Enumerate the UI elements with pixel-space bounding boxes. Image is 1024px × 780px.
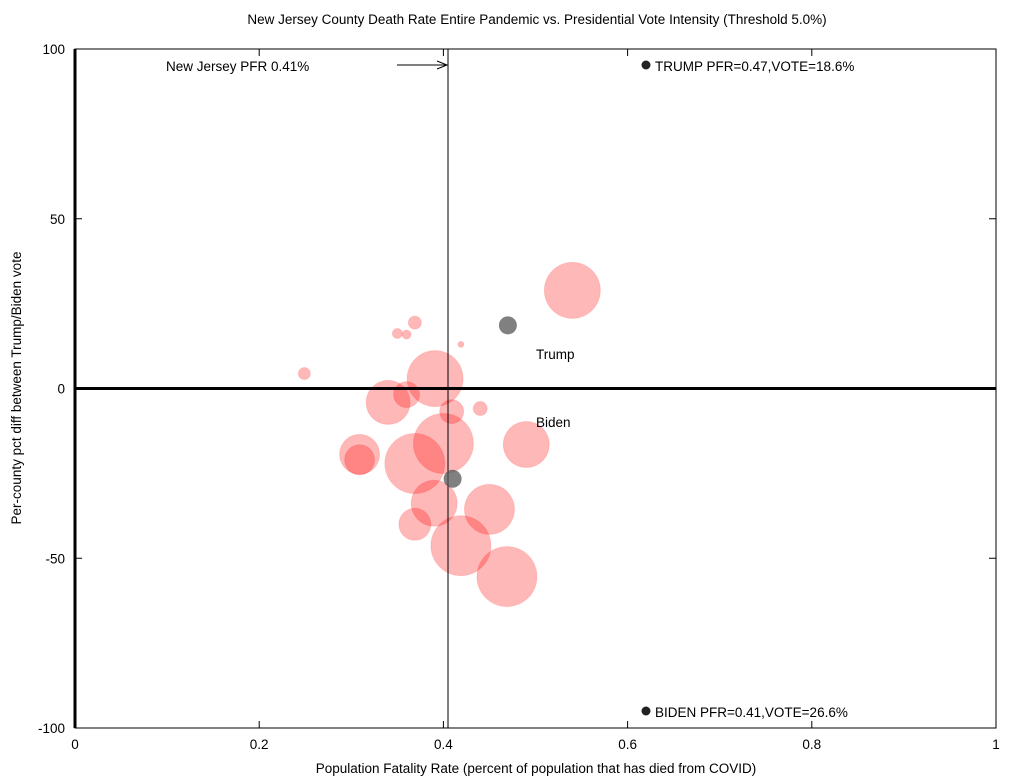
county-bubble <box>439 399 465 425</box>
county-bubble <box>391 328 403 340</box>
x-tick-label: 0.4 <box>434 737 453 752</box>
y-tick-label: 100 <box>42 42 65 57</box>
county-bubble <box>407 315 422 330</box>
candidate-layer <box>443 316 517 488</box>
county-bubble <box>457 340 465 348</box>
county-bubble <box>502 421 550 469</box>
x-ticks: 0 0.2 0.4 0.6 0.8 1 <box>71 49 1000 752</box>
x-tick-label: 0.8 <box>802 737 821 752</box>
y-tick-label: -50 <box>45 551 65 566</box>
county-bubble <box>365 379 411 425</box>
county-bubble <box>398 507 432 541</box>
bubble-layer <box>297 261 601 608</box>
state-pfr-annotation: New Jersey PFR 0.41% <box>166 59 309 74</box>
y-tick-label: 0 <box>57 382 65 397</box>
county-bubble <box>472 401 488 417</box>
x-axis-label: Population Fatality Rate (percent of pop… <box>316 761 756 776</box>
county-bubble <box>412 412 474 474</box>
arrow-head <box>436 60 449 70</box>
state-pfr-arrow <box>397 60 449 70</box>
county-bubble <box>430 515 492 577</box>
county-bubble <box>401 329 412 340</box>
county-bubble <box>406 350 464 408</box>
biden-key-label: BIDEN PFR=0.41,VOTE=26.6% <box>655 705 848 720</box>
trump-point-label: Trump <box>536 347 575 362</box>
county-bubble <box>543 261 601 319</box>
x-tick-label: 0 <box>71 737 79 752</box>
county-bubble <box>393 381 421 409</box>
county-bubble <box>476 546 538 608</box>
county-bubble <box>463 483 515 535</box>
trump-average-point <box>498 316 517 335</box>
x-tick-label: 0.2 <box>250 737 269 752</box>
biden-key-marker <box>641 706 651 716</box>
trump-key-marker <box>641 60 651 70</box>
x-tick-label: 1 <box>992 737 1000 752</box>
county-bubble <box>384 433 446 495</box>
x-tick-label: 0.6 <box>618 737 637 752</box>
county-bubble <box>297 367 311 381</box>
biden-point-label: Biden <box>536 415 571 430</box>
county-bubble <box>410 479 458 527</box>
biden-average-point <box>443 469 462 488</box>
trump-key-label: TRUMP PFR=0.47,VOTE=18.6% <box>655 59 854 74</box>
y-axis-label: Per-county pct diff between Trump/Biden … <box>9 252 24 525</box>
chart-title: New Jersey County Death Rate Entire Pand… <box>247 12 826 27</box>
county-bubble <box>339 433 381 475</box>
y-tick-label: 50 <box>50 212 65 227</box>
county-bubble <box>344 444 376 476</box>
y-tick-label: -100 <box>38 721 65 736</box>
